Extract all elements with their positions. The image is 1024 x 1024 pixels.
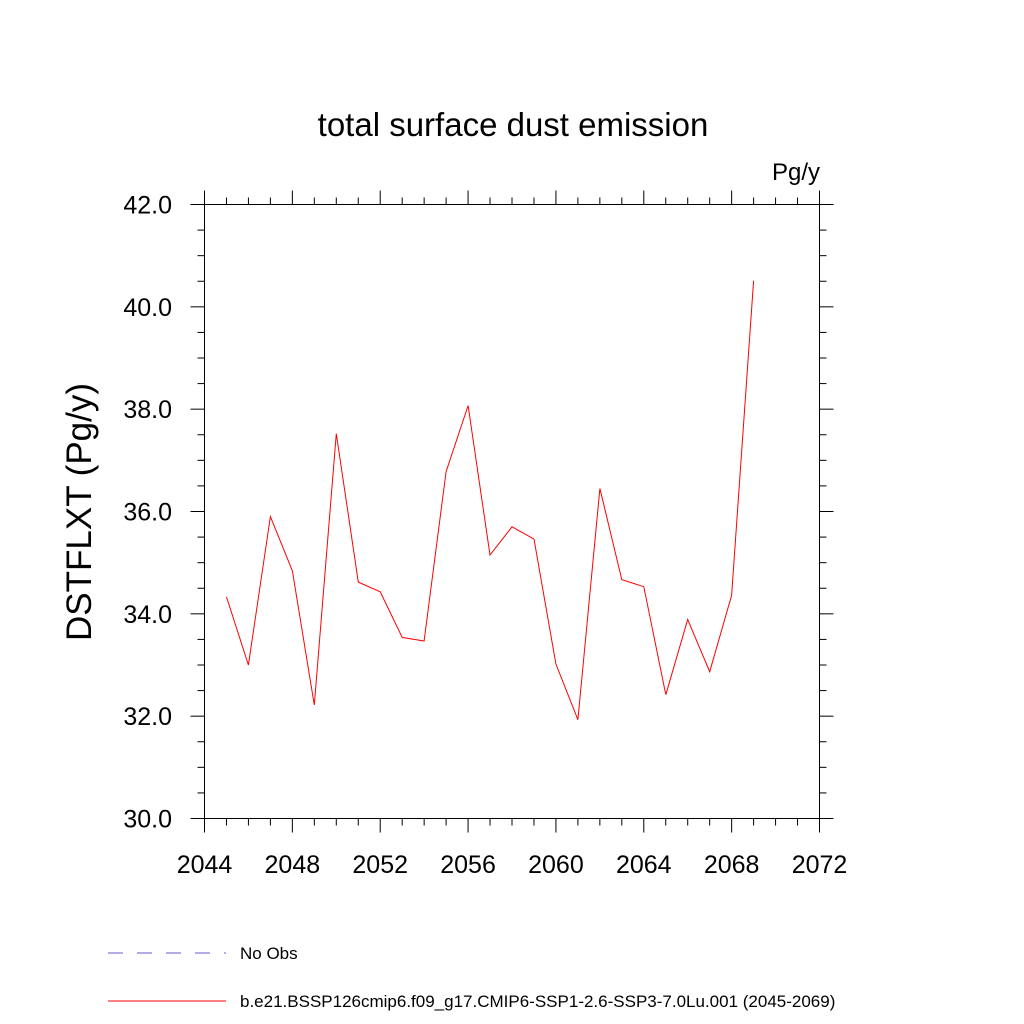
- series-line: [226, 280, 755, 720]
- chart-title: total surface dust emission: [318, 106, 709, 143]
- y-tick-label: 34.0: [123, 601, 172, 629]
- x-tick-label: 2044: [177, 851, 233, 879]
- series-layer: [226, 280, 755, 720]
- units-label: Pg/y: [772, 159, 820, 186]
- y-tick-label: 40.0: [123, 294, 172, 322]
- x-tick-label: 2068: [704, 851, 760, 879]
- x-tick-label: 2048: [265, 851, 321, 879]
- y-axis-label: DSTFLXT (Pg/y): [60, 383, 99, 641]
- x-tick-labels: 2044 2048 2052 2056 2060 2064 2068 2072: [177, 851, 848, 879]
- x-tick-label: 2064: [616, 851, 672, 879]
- plot-frame: [204, 204, 820, 819]
- legend: No Obs b.e21.BSSP126cmip6.f09_g17.CMIP6-S…: [108, 944, 835, 1011]
- y-tick-label: 42.0: [123, 192, 172, 220]
- legend-label: No Obs: [240, 944, 298, 963]
- y-tick-labels: 30.0 32.0 34.0 36.0 38.0 40.0 42.0: [123, 192, 172, 834]
- legend-label: b.e21.BSSP126cmip6.f09_g17.CMIP6-SSP1-2.…: [240, 992, 835, 1011]
- x-tick-label: 2052: [352, 851, 408, 879]
- x-tick-label: 2060: [528, 851, 584, 879]
- y-tick-label: 32.0: [123, 703, 172, 731]
- y-tick-label: 38.0: [123, 396, 172, 424]
- y-tick-label: 36.0: [123, 499, 172, 527]
- x-tick-label: 2072: [792, 851, 848, 879]
- y-tick-label: 30.0: [123, 806, 172, 834]
- axis-ticks: [190, 190, 834, 833]
- x-tick-label: 2056: [440, 851, 496, 879]
